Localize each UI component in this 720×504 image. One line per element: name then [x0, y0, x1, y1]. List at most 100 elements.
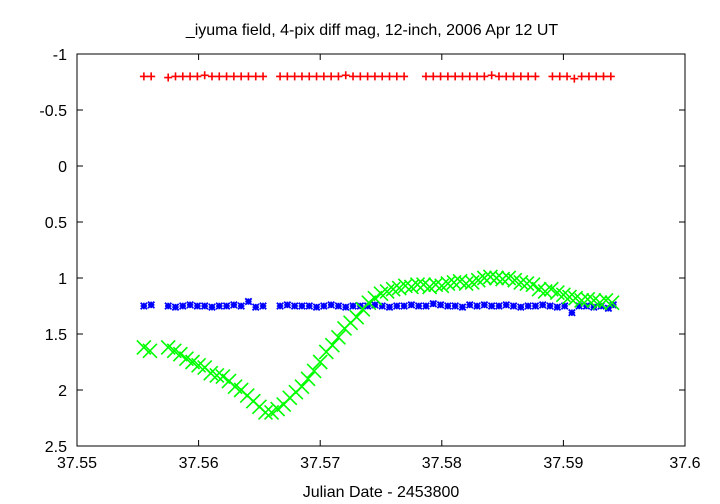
- data-point: [429, 299, 438, 308]
- data-point: [164, 302, 173, 310]
- data-point: [334, 302, 343, 310]
- data-point: [147, 72, 156, 81]
- data-point: [341, 71, 350, 80]
- data-point: [414, 302, 423, 310]
- data-point: [142, 343, 158, 359]
- data-point: [473, 302, 481, 310]
- data-point: [349, 302, 357, 310]
- data-point: [495, 271, 511, 287]
- data-point: [193, 302, 202, 310]
- y-tick-label: 0: [58, 159, 67, 176]
- x-tick-label: 37.59: [543, 455, 583, 472]
- data-point: [458, 303, 467, 311]
- data-point: [290, 72, 299, 81]
- data-point: [251, 72, 260, 81]
- data-point: [208, 303, 216, 311]
- data-point: [409, 277, 426, 293]
- data-point: [363, 302, 372, 310]
- data-point: [458, 72, 467, 81]
- data-point: [561, 289, 578, 305]
- data-point: [251, 303, 260, 311]
- chart-title: _iyuma field, 4-pix diff mag, 12-inch, 2…: [185, 22, 559, 39]
- data-point: [519, 276, 535, 292]
- data-point: [294, 379, 310, 395]
- data-point: [568, 308, 576, 317]
- data-point: [443, 72, 452, 81]
- data-point: [592, 72, 601, 81]
- data-point: [276, 72, 285, 81]
- data-point: [494, 72, 503, 81]
- data-point: [341, 303, 350, 311]
- data-point: [548, 72, 557, 81]
- data-point: [200, 71, 209, 80]
- data-point: [531, 302, 540, 310]
- data-point: [306, 363, 322, 379]
- data-point: [356, 72, 365, 81]
- data-point: [584, 72, 593, 81]
- data-point: [178, 72, 187, 81]
- data-point: [222, 302, 231, 310]
- data-point: [320, 302, 328, 310]
- y-tick-label: -1: [53, 47, 67, 64]
- data-point: [553, 303, 562, 311]
- data-point: [570, 74, 579, 83]
- data-point: [482, 269, 499, 285]
- data-point: [580, 291, 596, 307]
- data-point: [207, 72, 216, 81]
- data-point: [509, 302, 518, 310]
- data-point: [300, 371, 316, 387]
- data-point: [186, 301, 194, 309]
- data-point: [237, 302, 245, 310]
- data-point: [546, 302, 554, 310]
- data-point: [516, 72, 525, 81]
- data-point: [488, 270, 505, 286]
- data-point: [531, 72, 540, 81]
- data-point: [297, 72, 306, 81]
- data-point: [400, 72, 409, 81]
- data-point: [259, 72, 268, 81]
- data-point: [324, 337, 340, 353]
- data-point: [392, 72, 401, 81]
- data-point: [436, 72, 445, 81]
- data-point: [574, 292, 590, 308]
- series-2: [140, 297, 618, 317]
- data-point: [367, 290, 383, 306]
- series-1: [139, 71, 615, 83]
- data-point: [371, 301, 379, 309]
- data-point: [422, 302, 430, 310]
- data-point: [444, 302, 452, 310]
- data-point: [563, 72, 572, 81]
- data-point: [599, 72, 608, 81]
- data-point: [215, 368, 231, 385]
- data-point: [473, 72, 482, 81]
- y-tick-label: -0.5: [39, 103, 67, 120]
- y-tick-label: 2: [58, 383, 67, 400]
- data-point: [222, 72, 231, 81]
- data-point: [513, 274, 529, 291]
- data-point: [451, 302, 460, 310]
- data-point: [428, 277, 444, 293]
- data-point: [244, 297, 253, 306]
- data-point: [378, 72, 387, 81]
- data-point: [421, 72, 430, 81]
- data-point: [215, 302, 224, 310]
- data-point: [487, 302, 496, 310]
- data-point: [209, 367, 225, 384]
- data-point: [436, 301, 445, 309]
- data-point: [604, 295, 620, 311]
- data-point: [385, 303, 394, 311]
- data-point: [312, 303, 321, 311]
- data-point: [446, 274, 462, 291]
- data-point: [476, 270, 492, 286]
- data-point: [200, 302, 209, 310]
- data-point: [327, 72, 336, 81]
- data-point: [319, 72, 328, 81]
- data-point: [283, 301, 292, 309]
- data-point: [363, 72, 372, 81]
- data-point: [259, 302, 267, 310]
- data-point: [575, 302, 584, 310]
- data-point: [361, 295, 377, 311]
- data-point: [270, 401, 286, 417]
- data-point: [465, 301, 474, 309]
- x-tick-label: 37.57: [300, 455, 340, 472]
